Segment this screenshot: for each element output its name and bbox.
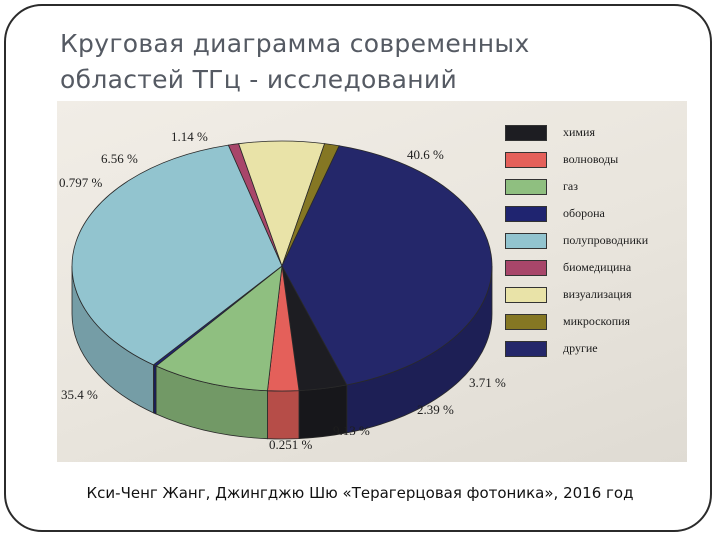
legend-item: газ (505, 179, 687, 199)
pie-data-label-5: 35.4 % (61, 387, 98, 402)
pie-data-label-7: 6.56 % (101, 151, 138, 166)
slide-title: Круговая диаграмма современных областей … (60, 26, 660, 98)
pie-data-label-9: 40.6 % (407, 147, 444, 162)
pie-top (71, 140, 493, 392)
pie-data-label-1: 3.71 % (469, 375, 506, 390)
pie-data-label-8: 1.14 % (171, 129, 208, 144)
pie-slice-9 (281, 145, 493, 386)
source-caption: Кси-Ченг Жанг, Джингджю Шю «Терагерцовая… (86, 484, 634, 502)
legend-item: химия (505, 125, 687, 145)
legend-item: биомедицина (505, 260, 687, 280)
pie-slice-3 (155, 265, 283, 392)
legend-label: биомедицина (563, 260, 632, 274)
legend-item: волноводы (505, 152, 687, 172)
legend-swatch (505, 314, 547, 330)
legend-swatch (505, 233, 547, 249)
slide-title-line-1: Круговая диаграмма современных (60, 29, 530, 58)
legend-label: другие (563, 341, 598, 355)
legend-swatch (505, 125, 547, 141)
legend-item: другие (505, 341, 687, 361)
pie-chart: 3.71 % 2.39 % 9.13 % 0.251 % 35.4 % 0.797 % 6.… (59, 129, 506, 452)
pie-data-label-4: 0.251 % (269, 437, 313, 452)
legend-label: оборона (563, 206, 605, 220)
legend-label: газ (563, 179, 578, 193)
legend-swatch (505, 179, 547, 195)
legend-label: визуализация (563, 287, 632, 301)
legend-swatch (505, 152, 547, 168)
pie-slice-5 (71, 144, 283, 366)
legend-item: визуализация (505, 287, 687, 307)
pie-data-label-2: 2.39 % (417, 402, 454, 417)
legend-label: микроскопия (563, 314, 631, 328)
legend-label: химия (563, 125, 595, 139)
legend-swatch (505, 206, 547, 222)
chart-photo: 3.71 % 2.39 % 9.13 % 0.251 % 35.4 % 0.797 % 6.… (57, 101, 687, 462)
legend-item: микроскопия (505, 314, 687, 334)
legend-label: полупроводники (563, 233, 649, 247)
legend-item: полупроводники (505, 233, 687, 253)
pie-data-label-3: 9.13 % (333, 423, 370, 438)
pie-data-label-6: 0.797 % (59, 175, 103, 190)
legend-label: волноводы (563, 152, 619, 166)
pie-labels: 3.71 % 2.39 % 9.13 % 0.251 % 35.4 % 0.797 % 6.… (59, 129, 506, 452)
pie-side-2 (267, 390, 300, 440)
legend-swatch (505, 287, 547, 303)
legend-item: оборона (505, 206, 687, 226)
legend-swatch (505, 341, 547, 357)
legend-swatch (505, 260, 547, 276)
slide-title-line-2: областей ТГц - исследований (60, 65, 458, 94)
